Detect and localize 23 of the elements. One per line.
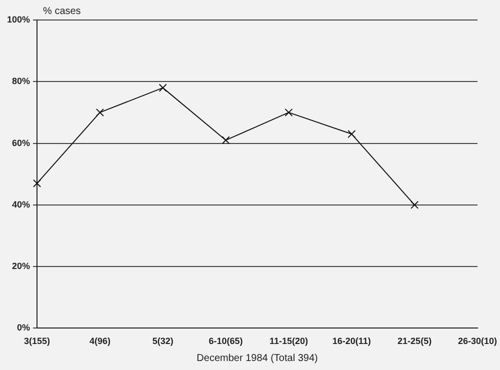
x-tick-label: 5(32): [152, 336, 174, 346]
x-tick-label: 16-20(11): [332, 336, 371, 346]
y-tick-label: 80%: [12, 76, 30, 86]
x-tick-label: 11-15(20): [269, 336, 308, 346]
x-tick-label: 6-10(65): [208, 336, 243, 346]
y-tick-label: 40%: [12, 199, 30, 210]
y-tick-label: 60%: [12, 138, 30, 148]
x-tick-label: 3(155): [24, 336, 50, 346]
point: [284, 108, 293, 116]
point: [410, 200, 419, 209]
y-tick-label: 100%: [6, 14, 30, 24]
point: [348, 130, 356, 138]
point: [96, 108, 104, 116]
point: [158, 84, 167, 92]
x-tick-label: 4(96): [89, 336, 110, 346]
point: [222, 136, 230, 144]
y-axis-title: % cases: [43, 6, 81, 17]
x-tick-label: 26-30(10): [458, 336, 498, 346]
point: [32, 179, 42, 188]
y-tick-label: 0%: [17, 322, 30, 333]
x-tick-label: 21-25(5): [398, 336, 432, 346]
x-axis-title: December 1984 (Total 394): [196, 352, 318, 364]
y-tick-label: 20%: [12, 261, 30, 272]
